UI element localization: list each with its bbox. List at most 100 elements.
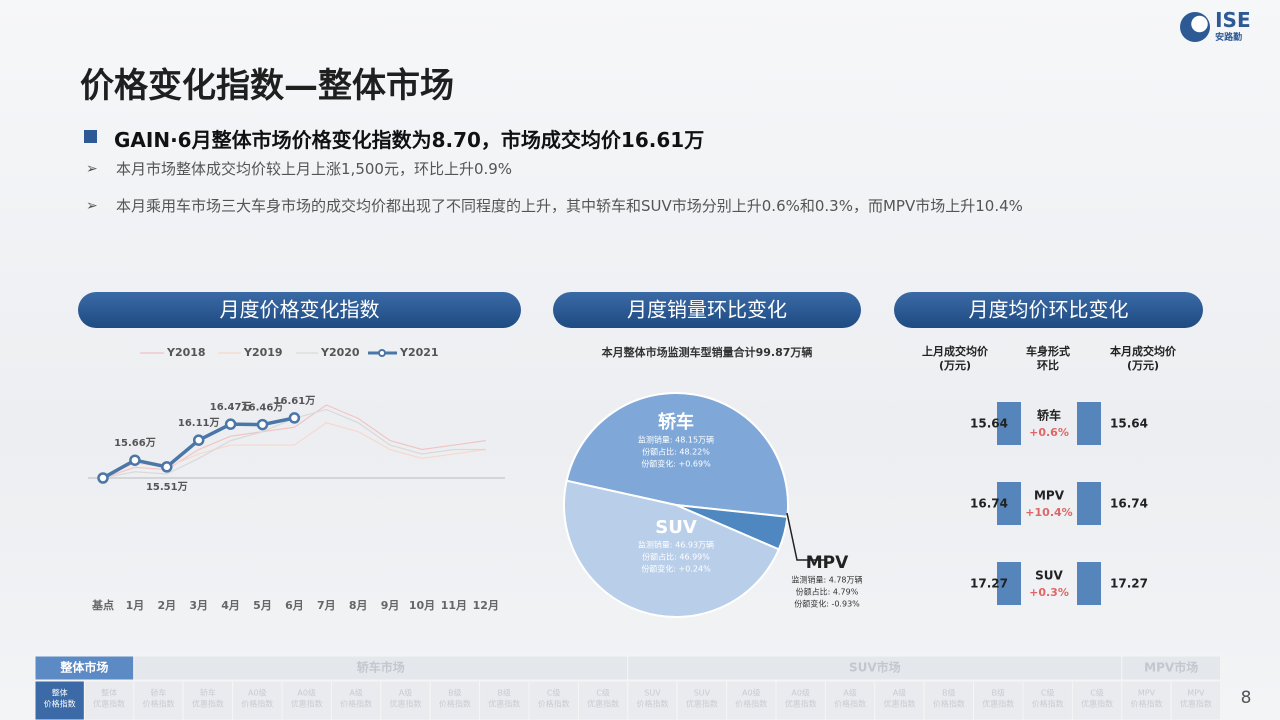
nav-item-label: C级 [547,688,561,698]
last-price: 15.64 [970,417,1008,431]
nav-item[interactable] [577,680,629,720]
nav-item-label: 价格指数 [340,699,372,709]
nav-item-label: B级 [992,688,1006,698]
nav-item-label: 价格指数 [637,699,669,709]
nav-item-label: 优惠指数 [93,699,125,709]
nav-tab [1121,655,1222,681]
nav-item[interactable] [1022,680,1073,720]
nav-item-label: A0级 [248,688,267,698]
column-header: 本月成交均价 [1110,344,1177,358]
nav-item-label: MPV [1138,689,1156,698]
nav-item-label: 价格指数 [1131,699,1163,709]
nav-tab-label: MPV市场 [1144,660,1198,675]
nav-item[interactable] [726,680,777,720]
section-title: 月度均价环比变化 [969,298,1129,322]
nav-item-label: 优惠指数 [488,699,520,709]
slice-detail: 监测销量: 46.93万辆 [638,540,714,550]
point [161,461,173,473]
logo-icon [1180,11,1210,42]
nav-item-label: 优惠指数 [390,699,422,709]
nav-item[interactable] [281,680,332,720]
nav-tab [627,655,1123,681]
last-price: 17.27 [970,577,1008,591]
slice-name: SUV [655,517,697,538]
legend-label: Y2018 [166,346,206,359]
pie-slice [565,392,789,518]
slice-name: 轿车 [658,411,694,433]
title: 价格变化指数—整体市场 [80,66,454,106]
nav-item[interactable] [1071,680,1123,720]
slice-detail: 监测销量: 4.78万辆 [791,575,862,585]
x-tick-label: 5月 [253,599,272,612]
nav-item-label: 价格指数 [735,699,767,709]
x-tick-label: 11月 [441,599,467,612]
point: 本月市场整体成交均价较上月上涨1,500元，环比上升0.9% [116,160,513,178]
point [288,412,301,424]
change: +10.4% [1025,506,1072,519]
column-header: 车身形式 [1026,344,1070,358]
x-tick-label: 4月 [221,599,240,612]
x-tick-label: 10月 [409,599,435,612]
nav-item-label: 价格指数 [439,699,471,709]
current-price: 16.74 [1110,497,1148,511]
nav-tab-label: 整体市场 [59,660,108,675]
point [192,434,205,446]
slice-detail: 份额变化: +0.24% [641,564,711,574]
nav-item-label: 整体 [101,688,117,698]
bar [1077,482,1101,525]
nav-item[interactable] [824,680,876,720]
section-header [894,292,1203,328]
nav-item-label: A级 [893,688,906,698]
slice-detail: 份额占比: 48.22% [642,447,710,457]
nav-item-label: 优惠指数 [291,699,323,709]
nav-item[interactable] [330,680,382,720]
nav-item[interactable] [528,680,579,720]
nav-tab-label: 轿车市场 [357,660,405,675]
pie-title: 本月整体市场监测车型销量合计99.87万辆 [602,345,813,359]
data-label: 16.46万 [242,402,284,414]
nav-item[interactable] [874,680,925,720]
nav-item-label: 优惠指数 [686,699,718,709]
nav-item-label: 价格指数 [143,699,175,709]
legend-label: Y2020 [320,346,360,359]
nav-item-label: A0级 [297,688,316,698]
point [129,454,141,466]
nav-item-label: 轿车 [200,688,216,698]
nav-item[interactable] [232,680,283,720]
data-label: 16.11万 [178,417,220,429]
bar [1077,562,1101,605]
nav-item-label: C级 [596,688,610,698]
column-header: 环比 [1037,358,1059,372]
legend-label: Y2021 [399,346,439,359]
column-header: (万元) [939,359,971,372]
nav-item[interactable] [83,680,135,720]
nav-item[interactable] [380,680,431,720]
nav-item-label: 价格指数 [538,699,570,709]
section-title: 月度销量环比变化 [627,298,787,322]
nav-item-label: A级 [349,688,362,698]
nav-item-label: 优惠指数 [1180,699,1212,709]
nav-item-label: 价格指数 [1032,699,1064,709]
x-tick-label: 7月 [317,599,336,612]
body-type: 轿车 [1037,408,1061,423]
nav-item-label: 优惠指数 [587,699,619,709]
nav-item[interactable] [775,680,826,720]
bar [997,482,1021,525]
nav-item[interactable] [1170,680,1222,720]
nav-item[interactable] [182,680,234,720]
legend-label: Y2019 [243,346,283,359]
nav-item-label: B级 [942,688,956,698]
x-tick-label: 6月 [285,599,304,612]
slice-name: MPV [806,553,849,573]
bullet-square [84,130,97,143]
nav-item-label: 优惠指数 [785,699,817,709]
nav-item-label: SUV [694,689,711,698]
arrow: ➢ [86,161,98,177]
nav-item[interactable] [1121,680,1172,720]
nav-item[interactable] [479,680,530,720]
pie-slice [563,479,781,618]
x-tick-label: 8月 [349,599,368,612]
x-tick-label: 1月 [126,599,145,612]
current-price: 15.64 [1110,417,1148,431]
